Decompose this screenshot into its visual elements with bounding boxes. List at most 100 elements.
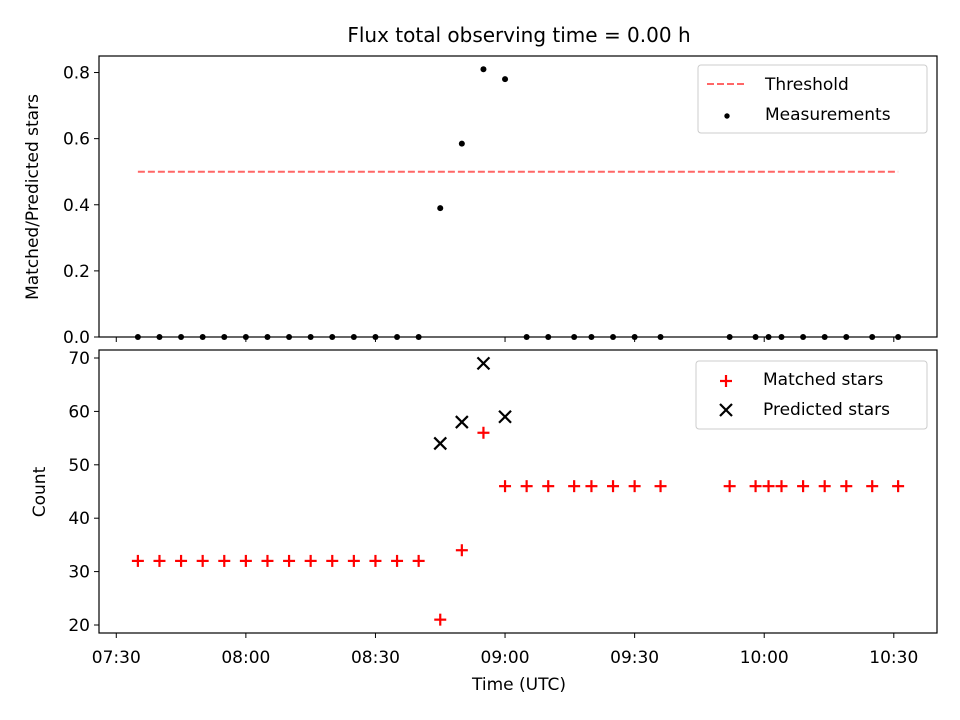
measurement-point (372, 334, 379, 340)
y-tick-label: 0.0 (63, 328, 90, 348)
measurement-point (329, 334, 336, 340)
y-tick-label: 0.2 (63, 262, 90, 282)
x-tick-label: 09:00 (481, 648, 530, 668)
measurement-point (843, 334, 850, 340)
measurement-point (895, 334, 902, 340)
top-series (134, 66, 902, 340)
predicted-star-mark-b (433, 436, 448, 451)
matched-star-point (654, 480, 667, 493)
measurement-point (765, 334, 772, 340)
matched-star-point (585, 480, 598, 493)
x-tick-label: 08:30 (351, 648, 400, 668)
top-panel: Flux total observing time = 0.00 h 0.0 0.… (23, 23, 938, 348)
predicted-star-mark-b (455, 415, 469, 429)
x-tick-label: 10:30 (869, 648, 918, 668)
legend-matched-label: Matched stars (763, 370, 883, 390)
measurement-point (778, 334, 785, 340)
chart-title: Flux total observing time = 0.00 h (347, 23, 690, 47)
matched-star-point (455, 544, 468, 557)
bottom-y-axis-label: Count (30, 466, 50, 517)
matched-star-point (866, 480, 879, 493)
measurement-point (610, 334, 617, 340)
x-tick-label: 10:00 (740, 648, 789, 668)
measurement-point (156, 334, 163, 340)
matched-star-point (347, 554, 360, 567)
measurement-point (657, 334, 664, 340)
bottom-series (131, 356, 905, 626)
matched-star-point (749, 480, 762, 493)
bottom-legend: Matched stars Predicted stars (695, 360, 928, 430)
bottom-plot-frame (98, 349, 938, 634)
predicted-star-point (433, 436, 448, 451)
measurement-point (394, 334, 401, 340)
matched-star-point (840, 480, 853, 493)
matched-star-point (131, 554, 144, 567)
measurement-point (199, 334, 206, 340)
matched-star-point (175, 554, 188, 567)
measurement-point (134, 334, 141, 340)
legend-threshold-label: Threshold (764, 75, 849, 95)
y-tick-label: 70 (68, 349, 90, 369)
measurement-point (523, 334, 530, 340)
matched-star-point (892, 480, 905, 493)
measurement-point (242, 334, 249, 340)
x-axis-label: Time (UTC) (471, 675, 566, 695)
matched-star-point (818, 480, 831, 493)
y-tick-label: 30 (68, 563, 90, 583)
matched-star-point (542, 480, 555, 493)
y-tick-label: 50 (68, 456, 90, 476)
matched-star-point (218, 554, 231, 567)
top-legend-box (697, 64, 928, 134)
legend-predicted-label: Predicted stars (763, 400, 890, 420)
top-plot-frame (98, 55, 938, 338)
bottom-y-ticks: 20 30 40 50 60 70 (68, 349, 99, 636)
matched-star-point (283, 554, 296, 567)
matched-star-point (797, 480, 810, 493)
matched-star-point (304, 554, 317, 567)
measurement-point (726, 334, 733, 340)
measurement-point (437, 205, 444, 212)
matched-star-point (723, 480, 736, 493)
matched-star-point (326, 554, 339, 567)
measurement-point (869, 334, 876, 340)
measurement-point (264, 334, 271, 340)
x-tick-label: 07:30 (92, 648, 141, 668)
matched-star-point (369, 554, 382, 567)
measurement-point (752, 334, 759, 340)
measurement-point (286, 334, 293, 340)
measurement-point (631, 334, 638, 340)
predicted-star-mark-b (476, 356, 491, 371)
matched-star-point (607, 480, 620, 493)
y-tick-label: 0.8 (63, 64, 90, 84)
predicted-star-point (498, 409, 512, 424)
measurement-point (415, 334, 422, 340)
measurement-point (545, 334, 552, 340)
matched-star-point (568, 480, 581, 493)
top-x-ticks (115, 337, 895, 342)
measurement-point (571, 334, 578, 340)
matched-star-point (775, 480, 788, 493)
legend-measurements-swatch (724, 113, 730, 119)
measurement-point (800, 334, 807, 340)
top-legend: Threshold Measurements (697, 64, 928, 134)
measurement-point (307, 334, 314, 340)
predicted-star-point (476, 356, 491, 371)
matched-star-point (412, 554, 425, 567)
legend-matched-swatch (720, 375, 732, 387)
matched-star-point (153, 554, 166, 567)
legend-measurements-label: Measurements (765, 105, 891, 125)
matched-star-point (762, 480, 775, 493)
y-tick-label: 40 (68, 509, 90, 529)
matched-star-point (261, 554, 274, 567)
predicted-star-mark-b (498, 409, 512, 424)
matched-star-point (196, 554, 209, 567)
x-tick-label: 09:30 (610, 648, 659, 668)
bottom-panel: 20 30 40 50 60 70 07:30 08:00 08:30 09:00 09:30 10… (30, 349, 938, 695)
top-y-ticks: 0.0 0.2 0.4 0.6 0.8 (63, 64, 99, 348)
matched-star-point (477, 426, 490, 439)
y-tick-label: 0.6 (63, 130, 90, 150)
matched-star-point (499, 480, 512, 493)
y-tick-label: 60 (68, 402, 90, 422)
measurement-point (502, 76, 509, 83)
